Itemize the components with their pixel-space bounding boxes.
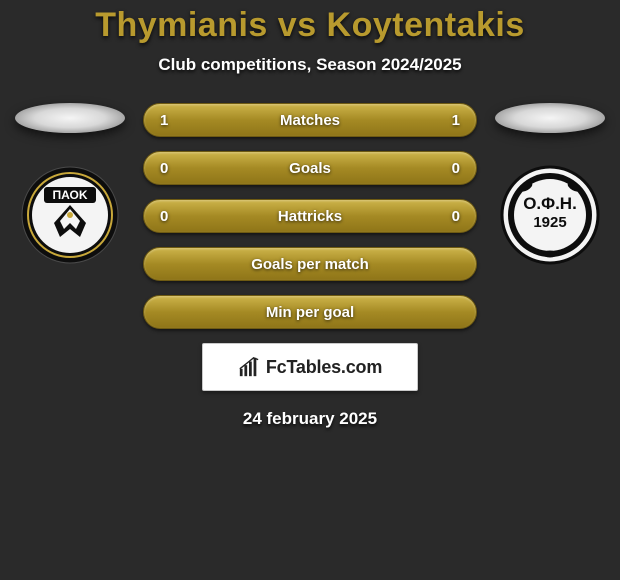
svg-text:Ο.Φ.Η.: Ο.Φ.Η.: [523, 194, 577, 213]
stat-label: Goals: [190, 160, 430, 177]
right-player-col: Ο.Φ.Η. 1925: [490, 103, 610, 265]
page-title: Thymianis vs Koytentakis: [0, 6, 620, 45]
halo-left: [15, 103, 125, 133]
stat-row-goals-per-match: Goals per match: [143, 247, 477, 281]
paok-crest-icon: ΠΑΟΚ: [20, 165, 120, 265]
stat-right-value: 0: [430, 208, 460, 225]
stat-row-min-per-goal: Min per goal: [143, 295, 477, 329]
stat-row-goals: 0 Goals 0: [143, 151, 477, 185]
svg-text:1925: 1925: [533, 214, 566, 231]
stat-label: Hattricks: [190, 208, 430, 225]
stat-right-value: 0: [430, 160, 460, 177]
branding-badge: FcTables.com: [202, 343, 418, 391]
stat-left-value: 0: [160, 208, 190, 225]
left-player-col: ΠΑΟΚ: [10, 103, 130, 265]
date-text: 24 february 2025: [0, 409, 620, 429]
stat-left-value: 0: [160, 160, 190, 177]
stat-left-value: 1: [160, 112, 190, 129]
svg-text:ΠΑΟΚ: ΠΑΟΚ: [52, 188, 87, 202]
bar-chart-icon: [238, 356, 260, 378]
stat-right-value: 1: [430, 112, 460, 129]
stat-label: Goals per match: [190, 256, 430, 273]
ofi-crest-icon: Ο.Φ.Η. 1925: [500, 165, 600, 265]
stat-label: Matches: [190, 112, 430, 129]
branding-text: FcTables.com: [266, 357, 382, 378]
halo-right: [495, 103, 605, 133]
stat-row-matches: 1 Matches 1: [143, 103, 477, 137]
comparison-row: ΠΑΟΚ 1 Matches 1 0 Goals 0 0 Hattricks 0: [0, 103, 620, 329]
stats-column: 1 Matches 1 0 Goals 0 0 Hattricks 0 Goal…: [140, 103, 480, 329]
subtitle: Club competitions, Season 2024/2025: [0, 55, 620, 75]
stat-row-hattricks: 0 Hattricks 0: [143, 199, 477, 233]
stat-label: Min per goal: [190, 304, 430, 321]
